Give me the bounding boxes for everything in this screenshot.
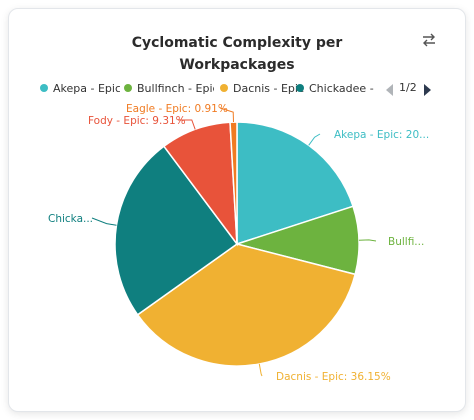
slice-label: Chicka... [48,213,93,225]
legend-item-akepa[interactable]: Akepa - Epic [40,80,120,98]
legend-label: Dacnis - Epic [233,82,304,95]
swap-icon[interactable] [420,32,438,48]
legend-item-bullfinch[interactable]: Bullfinch - Epic [124,80,214,98]
legend-label: Chickadee - Ep [309,82,378,95]
legend-item-dacnis[interactable]: Dacnis - Epic [220,80,304,98]
legend-prev-arrow-icon[interactable] [386,84,393,96]
slice-label: Fody - Epic: 9.31% [88,115,186,127]
legend-page-indicator: 1/2 [399,81,417,94]
legend-item-chickadee[interactable]: Chickadee - Ep [296,80,378,98]
legend-label: Akepa - Epic [53,82,120,95]
label-leader-line [91,217,117,226]
label-leader-line [258,363,263,377]
chart-title: Cyclomatic Complexity per Workpackages [0,32,474,76]
chart-title-line-2: Workpackages [179,57,295,73]
slice-label: Eagle - Epic: 0.91% [126,103,228,115]
label-leader-line [219,107,234,123]
label-leader-line [178,119,196,130]
legend-label: Bullfinch - Epic [137,82,214,95]
legend-swatch [124,84,132,92]
label-leader-line [358,239,377,242]
pie-slice-dacnis-epic[interactable] [136,243,357,367]
chart-legend: Akepa - Epic Bullfinch - Epic Dacnis - E… [40,80,440,98]
legend-swatch [40,84,48,92]
chart-title-line-1: Cyclomatic Complexity per [131,35,343,51]
legend-swatch [220,84,228,92]
legend-swatch [296,84,304,92]
label-leader-line [308,133,321,146]
slice-label: Dacnis - Epic: 36.15% [276,371,391,383]
legend-next-arrow-icon[interactable] [424,84,431,96]
pie-slice-chickadee-epic[interactable] [114,145,239,316]
slice-label: Bullfi... [388,236,424,248]
pie-slice-eagle-epic[interactable] [229,121,238,245]
pie-slice-akepa-epic[interactable] [236,121,354,246]
slice-label: Akepa - Epic: 20... [334,129,429,141]
